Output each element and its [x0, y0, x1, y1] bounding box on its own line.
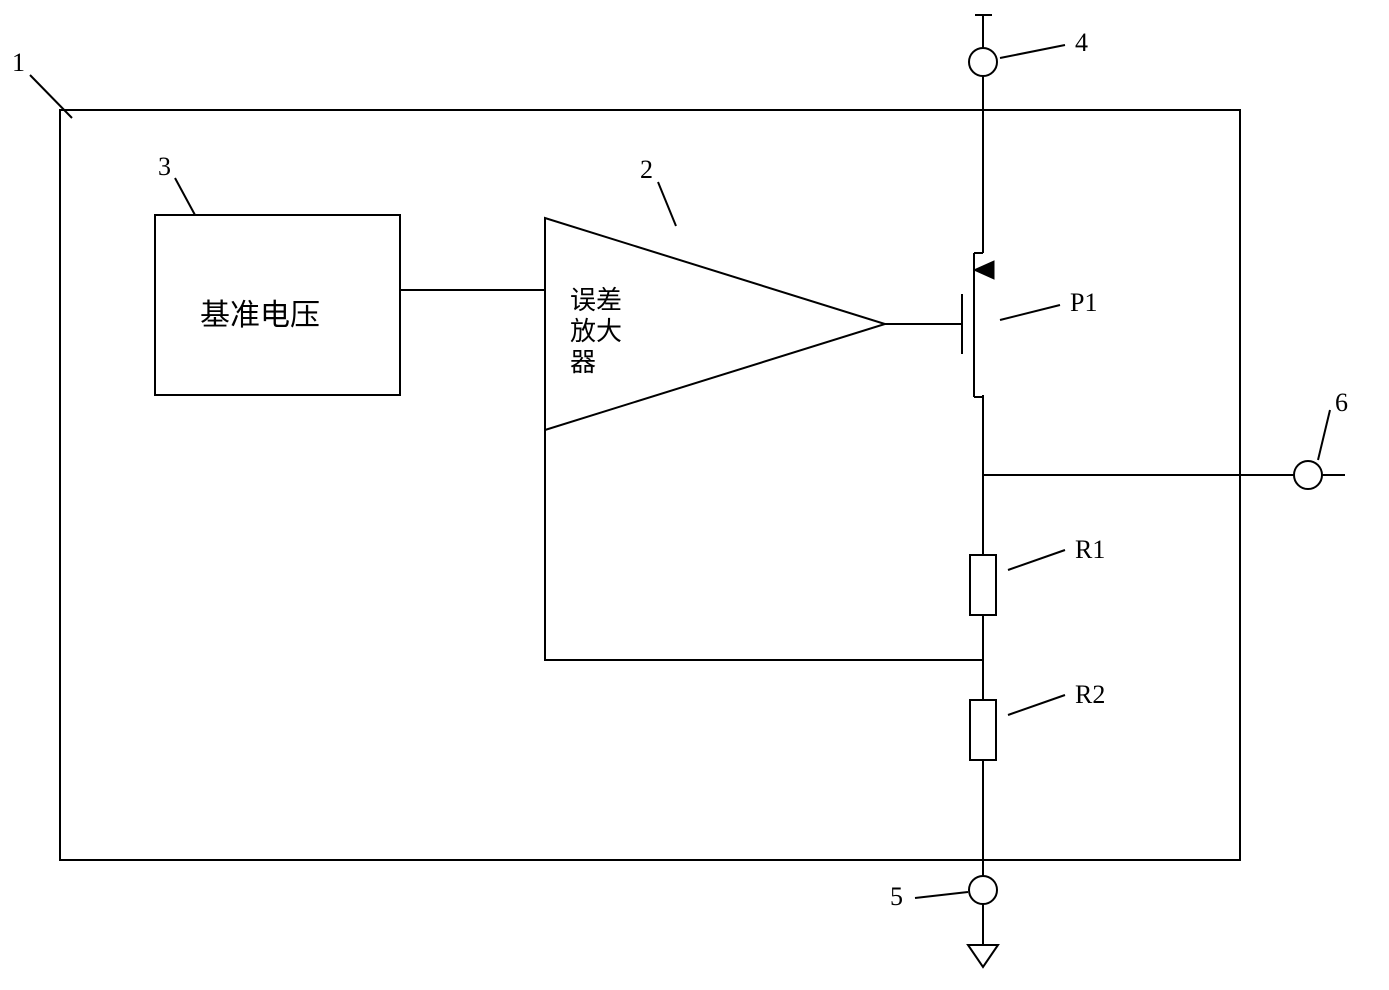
- label-erroramp: 误差 放大 器: [570, 285, 622, 379]
- diagram-svg: [0, 0, 1389, 985]
- amp-label-line-0: 误差: [570, 285, 622, 316]
- label-3: 3: [158, 152, 171, 182]
- amp-label-line-2: 器: [570, 347, 622, 378]
- label-R1: R1: [1075, 535, 1105, 565]
- label-2: 2: [640, 155, 653, 185]
- label-refvoltage: 基准电压: [200, 290, 320, 334]
- circuit-diagram: 1 3 2 4 5 6 P1 R1 R2 基准电压 误差 放大 器: [0, 0, 1389, 985]
- label-1: 1: [12, 48, 25, 78]
- label-P1: P1: [1070, 288, 1097, 318]
- label-4: 4: [1075, 28, 1088, 58]
- label-6: 6: [1335, 388, 1348, 418]
- label-R2: R2: [1075, 680, 1105, 710]
- label-5: 5: [890, 882, 903, 912]
- amp-label-line-1: 放大: [570, 316, 622, 347]
